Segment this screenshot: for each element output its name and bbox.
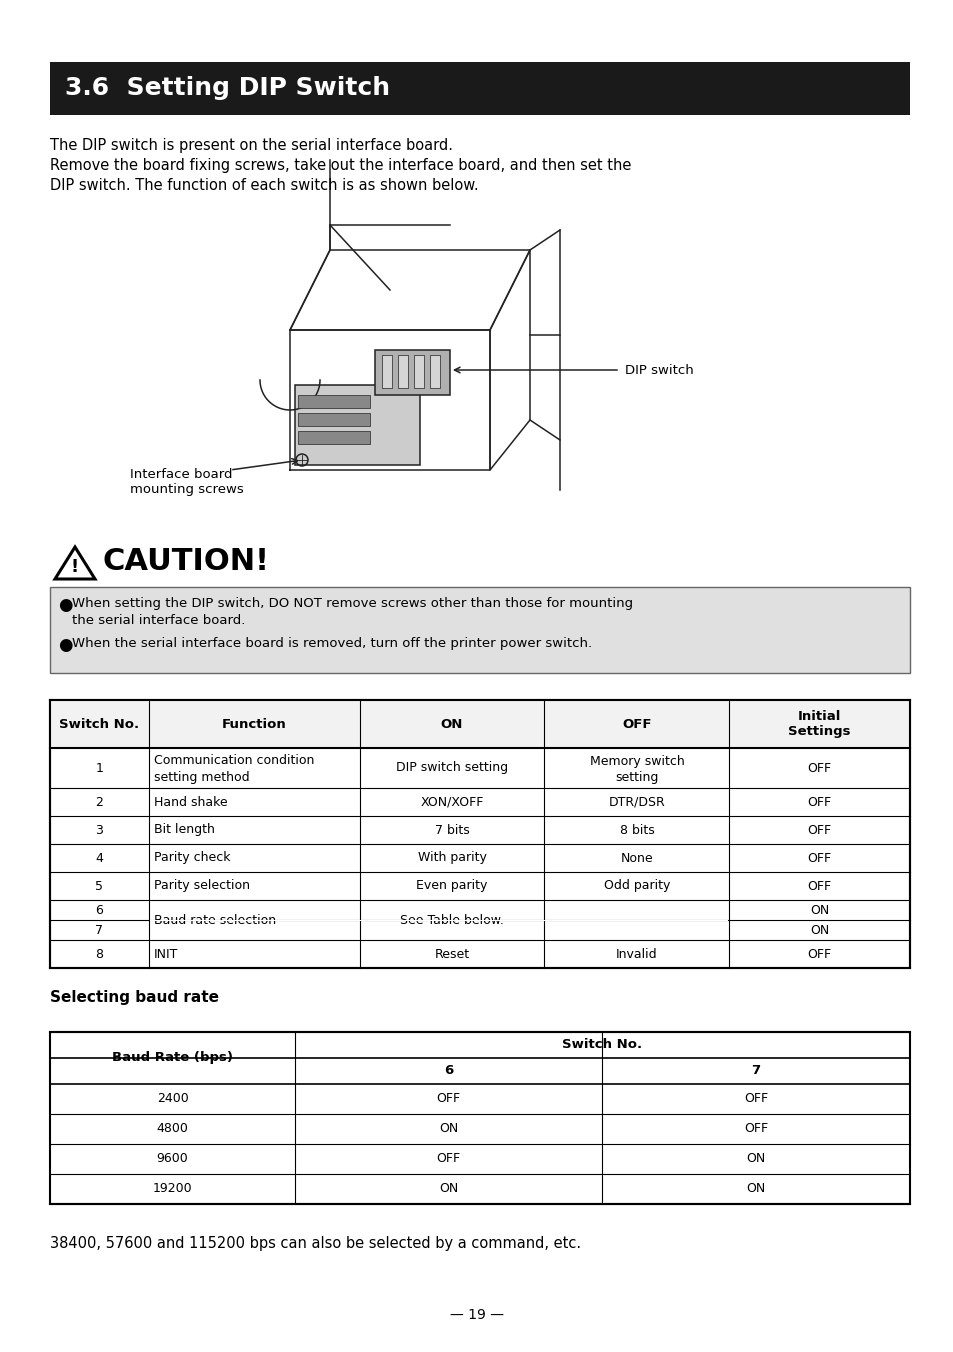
Text: 3: 3 (95, 823, 103, 837)
Text: !: ! (71, 558, 79, 576)
Text: Memory switch: Memory switch (589, 754, 683, 768)
Text: None: None (620, 852, 653, 864)
Text: OFF: OFF (807, 948, 831, 960)
Text: OFF: OFF (436, 1092, 460, 1106)
Text: ON: ON (438, 1183, 457, 1195)
Text: 7: 7 (751, 1064, 760, 1078)
Text: CAUTION!: CAUTION! (103, 548, 270, 576)
Text: Invalid: Invalid (616, 948, 657, 960)
Bar (50, 700, 909, 748)
Text: Switch No.: Switch No. (59, 718, 139, 730)
Text: 2: 2 (95, 795, 103, 808)
Text: 9600: 9600 (156, 1152, 189, 1165)
Text: 19200: 19200 (152, 1183, 193, 1195)
Polygon shape (297, 412, 370, 426)
Text: When the serial interface board is removed, turn off the printer power switch.: When the serial interface board is remov… (71, 637, 592, 650)
Text: 6: 6 (443, 1064, 453, 1078)
Text: 4800: 4800 (156, 1122, 189, 1136)
Text: See Table below.: See Table below. (399, 914, 503, 926)
Text: setting: setting (615, 771, 658, 784)
Text: 7: 7 (95, 923, 103, 937)
Text: — 19 —: — 19 — (450, 1307, 503, 1322)
Text: Selecting baud rate: Selecting baud rate (50, 990, 219, 1005)
Bar (50, 1032, 909, 1205)
Text: Baud rate selection: Baud rate selection (153, 914, 275, 926)
Text: 1: 1 (95, 761, 103, 775)
Text: When setting the DIP switch, DO NOT remove screws other than those for mounting: When setting the DIP switch, DO NOT remo… (71, 598, 633, 610)
Polygon shape (55, 548, 95, 579)
Text: ●: ● (58, 635, 72, 654)
Text: OFF: OFF (436, 1152, 460, 1165)
Text: Baud Rate (bps): Baud Rate (bps) (112, 1052, 233, 1064)
Text: Initial: Initial (797, 710, 841, 722)
Text: OFF: OFF (621, 718, 651, 730)
Text: OFF: OFF (807, 852, 831, 864)
Text: The DIP switch is present on the serial interface board.: The DIP switch is present on the serial … (50, 138, 453, 153)
Text: With parity: With parity (417, 852, 486, 864)
Text: ON: ON (809, 903, 828, 917)
Text: Reset: Reset (434, 948, 469, 960)
Text: Parity check: Parity check (153, 852, 231, 864)
Text: Function: Function (222, 718, 286, 730)
Polygon shape (430, 356, 439, 388)
Bar (50, 700, 909, 968)
Text: XON/XOFF: XON/XOFF (420, 795, 483, 808)
Text: OFF: OFF (743, 1092, 767, 1106)
Text: 8: 8 (95, 948, 103, 960)
Text: ON: ON (745, 1183, 765, 1195)
Bar (50, 587, 909, 673)
Text: Communication condition: Communication condition (153, 754, 314, 768)
Text: OFF: OFF (807, 880, 831, 892)
Text: OFF: OFF (743, 1122, 767, 1136)
Text: 2400: 2400 (156, 1092, 189, 1106)
Text: ●: ● (58, 596, 72, 614)
Text: Bit length: Bit length (153, 823, 214, 837)
Text: mounting screws: mounting screws (130, 483, 244, 496)
Polygon shape (381, 356, 392, 388)
Text: Parity selection: Parity selection (153, 880, 250, 892)
Text: ON: ON (745, 1152, 765, 1165)
Polygon shape (294, 385, 419, 465)
Text: Remove the board fixing screws, take out the interface board, and then set the: Remove the board fixing screws, take out… (50, 158, 631, 173)
Text: 7 bits: 7 bits (435, 823, 469, 837)
Text: 38400, 57600 and 115200 bps can also be selected by a command, etc.: 38400, 57600 and 115200 bps can also be … (50, 1236, 580, 1251)
Bar (50, 62, 909, 115)
Text: OFF: OFF (807, 823, 831, 837)
Text: DIP switch: DIP switch (624, 364, 693, 376)
Text: 8 bits: 8 bits (618, 823, 654, 837)
Text: ON: ON (809, 923, 828, 937)
Text: OFF: OFF (807, 795, 831, 808)
Polygon shape (297, 395, 370, 408)
Text: Settings: Settings (787, 726, 850, 738)
Text: 5: 5 (95, 880, 103, 892)
Text: 3.6  Setting DIP Switch: 3.6 Setting DIP Switch (65, 77, 390, 100)
Text: DIP switch. The function of each switch is as shown below.: DIP switch. The function of each switch … (50, 178, 478, 193)
Text: Hand shake: Hand shake (153, 795, 227, 808)
Text: Interface board: Interface board (130, 468, 233, 481)
Text: Odd parity: Odd parity (603, 880, 669, 892)
Text: OFF: OFF (807, 761, 831, 775)
Text: 6: 6 (95, 903, 103, 917)
Text: setting method: setting method (153, 771, 250, 784)
Text: the serial interface board.: the serial interface board. (71, 614, 245, 627)
Polygon shape (375, 350, 450, 395)
Text: 4: 4 (95, 852, 103, 864)
Polygon shape (414, 356, 423, 388)
Text: ON: ON (440, 718, 463, 730)
Text: ON: ON (438, 1122, 457, 1136)
Polygon shape (297, 431, 370, 443)
Text: DIP switch setting: DIP switch setting (395, 761, 508, 775)
Text: Even parity: Even parity (416, 880, 487, 892)
Polygon shape (397, 356, 408, 388)
Text: DTR/DSR: DTR/DSR (608, 795, 664, 808)
Text: INIT: INIT (153, 948, 178, 960)
Text: Switch No.: Switch No. (562, 1038, 642, 1052)
